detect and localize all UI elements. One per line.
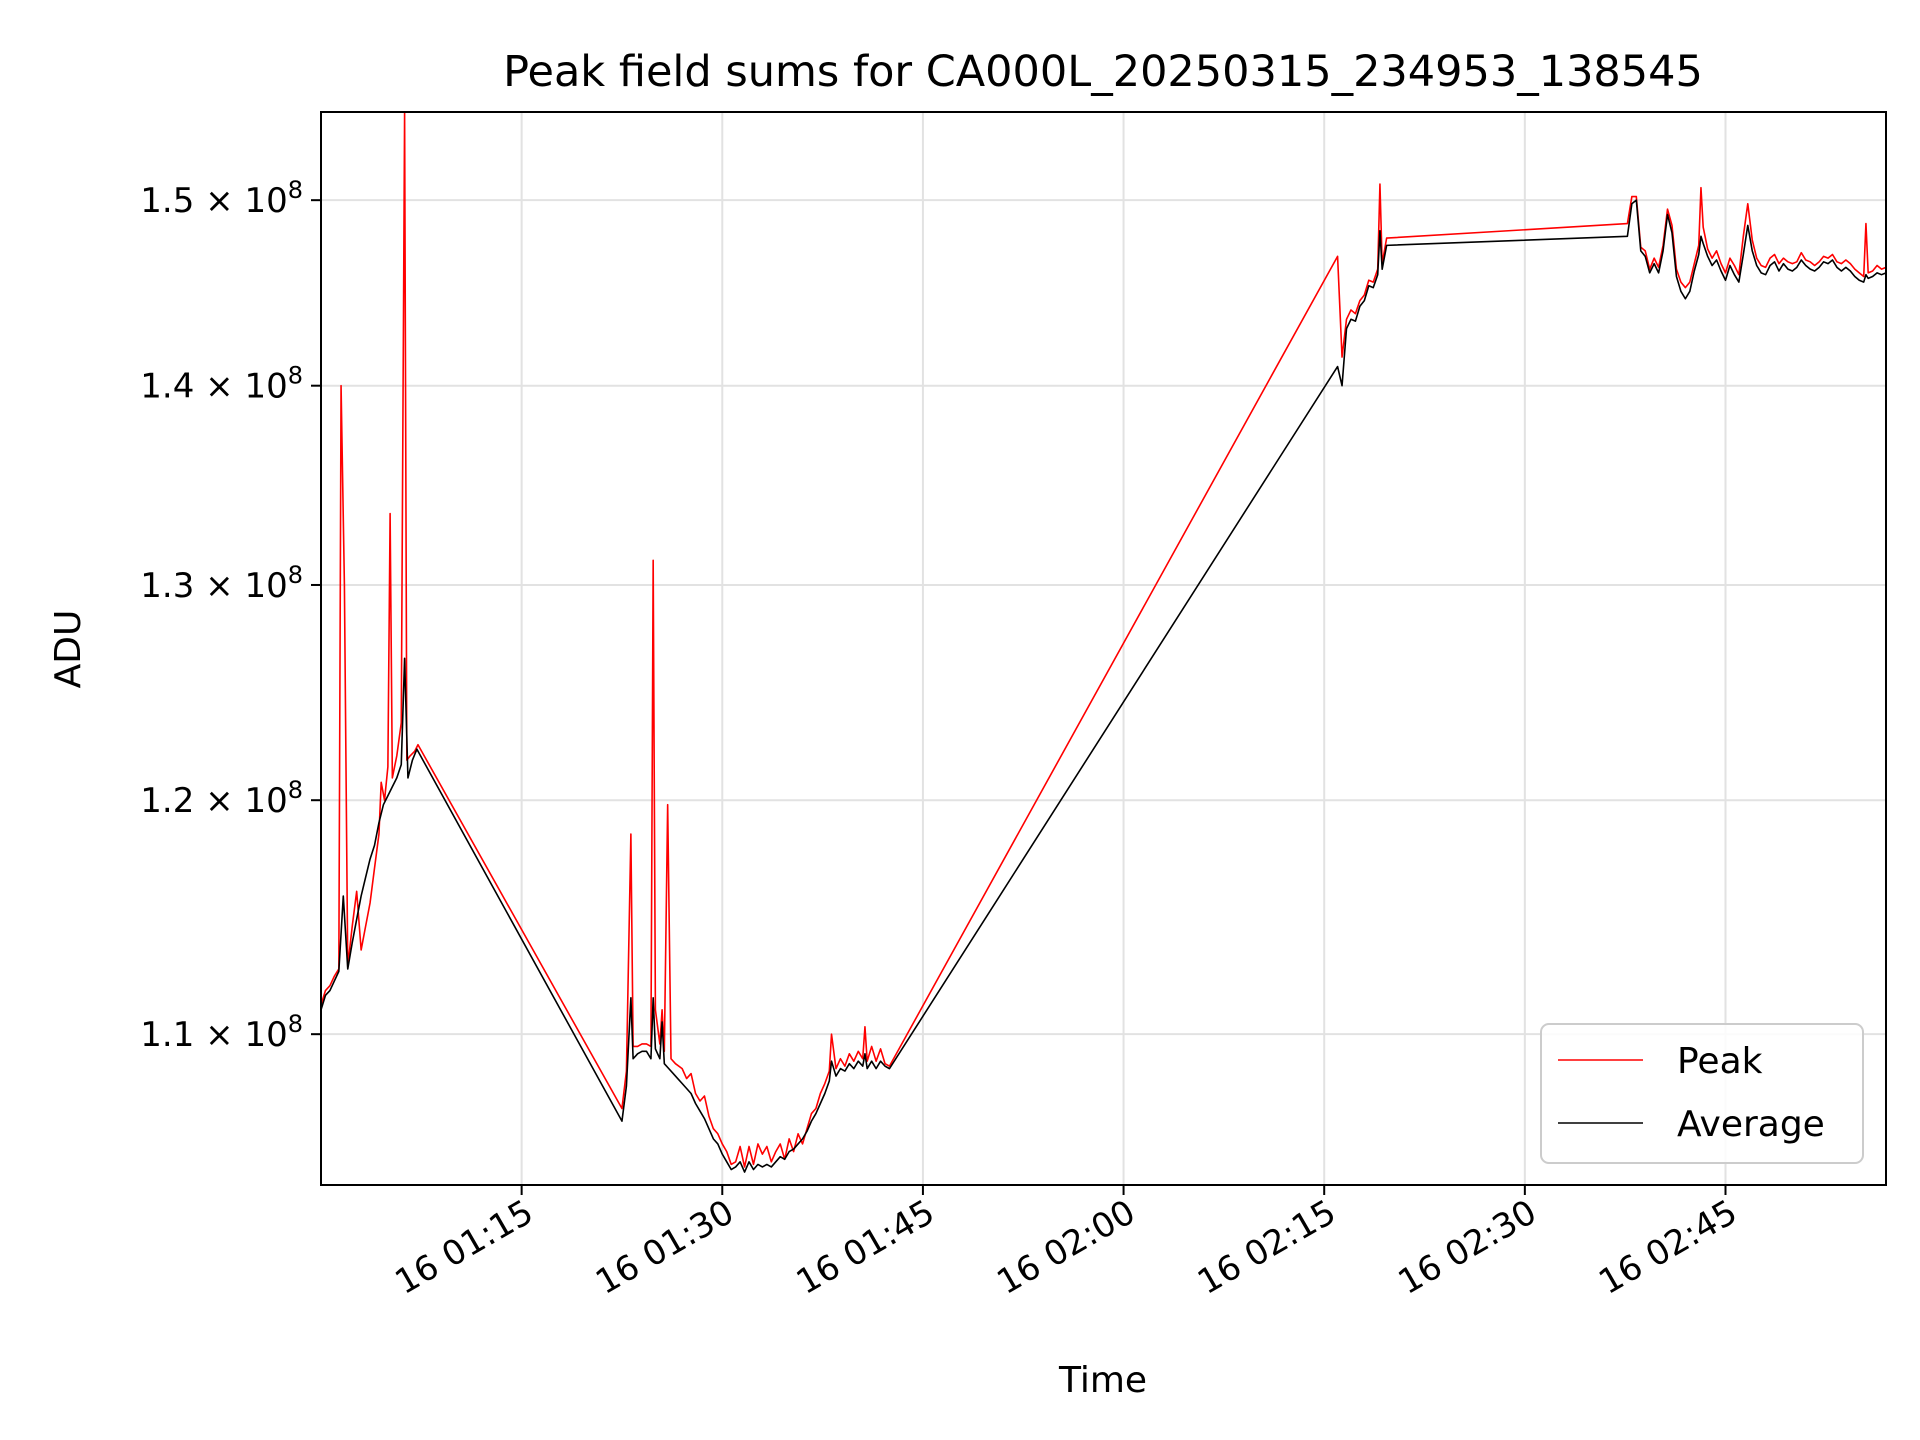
y-tick-label: 1.3 × 108	[140, 561, 303, 606]
legend-label-peak: Peak	[1677, 1041, 1763, 1082]
legend: Peak Average	[1540, 1023, 1864, 1164]
y-tick-label: 1.4 × 108	[140, 362, 303, 407]
chart-title: Peak field sums for CA000L_20250315_2349…	[503, 47, 1703, 97]
y-tick-label: 1.2 × 108	[140, 776, 303, 821]
grid	[321, 112, 1886, 1185]
legend-box	[1540, 1023, 1864, 1164]
legend-label-average: Average	[1677, 1104, 1825, 1145]
axes-frame	[320, 111, 1887, 1186]
y-tick-label: 1.5 × 108	[140, 176, 303, 221]
y-tick-label: 1.1 × 108	[140, 1010, 303, 1055]
y-axis-label: ADU	[48, 610, 89, 689]
plot-area	[321, 112, 1886, 1173]
x-axis-label: Time	[1058, 1360, 1147, 1401]
y-axis: 1.1 × 108 1.2 × 108 1.3 × 108 1.4 × 108 1.5 …	[140, 176, 321, 1055]
series-line-peak	[321, 112, 1886, 1168]
series-line-average	[321, 199, 1886, 1173]
